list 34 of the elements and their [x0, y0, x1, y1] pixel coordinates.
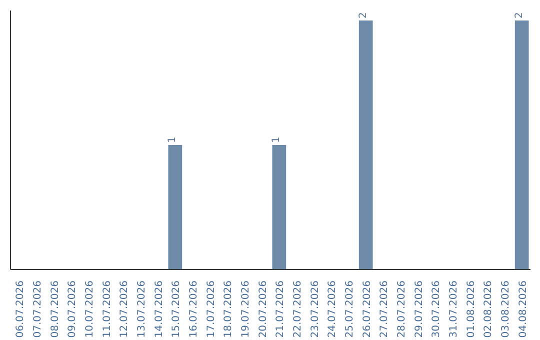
x-tick-label: 02.08.2026: [483, 280, 494, 338]
x-tick-label: 14.07.2026: [154, 280, 165, 338]
x-tick-label: 16.07.2026: [188, 280, 200, 338]
x-tick-label: 22.07.2026: [292, 280, 304, 338]
x-tick-label: 20.07.2026: [258, 280, 269, 338]
x-tick-label: 08.07.2026: [50, 280, 61, 338]
x-tick-label: 18.07.2026: [223, 280, 234, 338]
x-tick-label: 24.07.2026: [327, 280, 338, 338]
x-tick-label: 29.07.2026: [414, 280, 425, 338]
data-label: 2: [514, 12, 525, 18]
x-tick-label: 30.07.2026: [431, 280, 442, 338]
x-tick-label: 10.07.2026: [84, 280, 96, 338]
x-tick-label: 13.07.2026: [136, 280, 148, 338]
x-tick-label: 15.07.2026: [171, 280, 182, 338]
x-tick-label: 26.07.2026: [362, 280, 373, 338]
x-tick-label: 27.07.2026: [379, 280, 390, 338]
x-tick-label: 06.07.2026: [15, 280, 26, 338]
x-tick-label: 11.07.2026: [102, 280, 113, 338]
x-tick-label: 23.07.2026: [310, 280, 321, 338]
x-tick-label: 17.07.2026: [206, 280, 217, 338]
x-tick-label: 12.07.2026: [119, 280, 130, 338]
x-tick-label: 19.07.2026: [240, 280, 252, 338]
x-tick-label: 01.08.2026: [466, 280, 477, 338]
x-tick-label: 21.07.2026: [275, 280, 286, 338]
x-tick-label: 07.07.2026: [32, 280, 44, 338]
x-tick-label: 03.08.2026: [500, 280, 512, 338]
data-label: 1: [271, 136, 282, 143]
x-tick-label: 31.07.2026: [448, 280, 460, 338]
data-label: 2: [358, 12, 369, 18]
x-tick-label: 09.07.2026: [67, 280, 78, 338]
data-label: 1: [167, 136, 178, 143]
x-tick-label: 25.07.2026: [344, 280, 356, 338]
x-tick-label: 28.07.2026: [396, 280, 408, 338]
x-tick-label: 04.08.2026: [518, 280, 529, 338]
